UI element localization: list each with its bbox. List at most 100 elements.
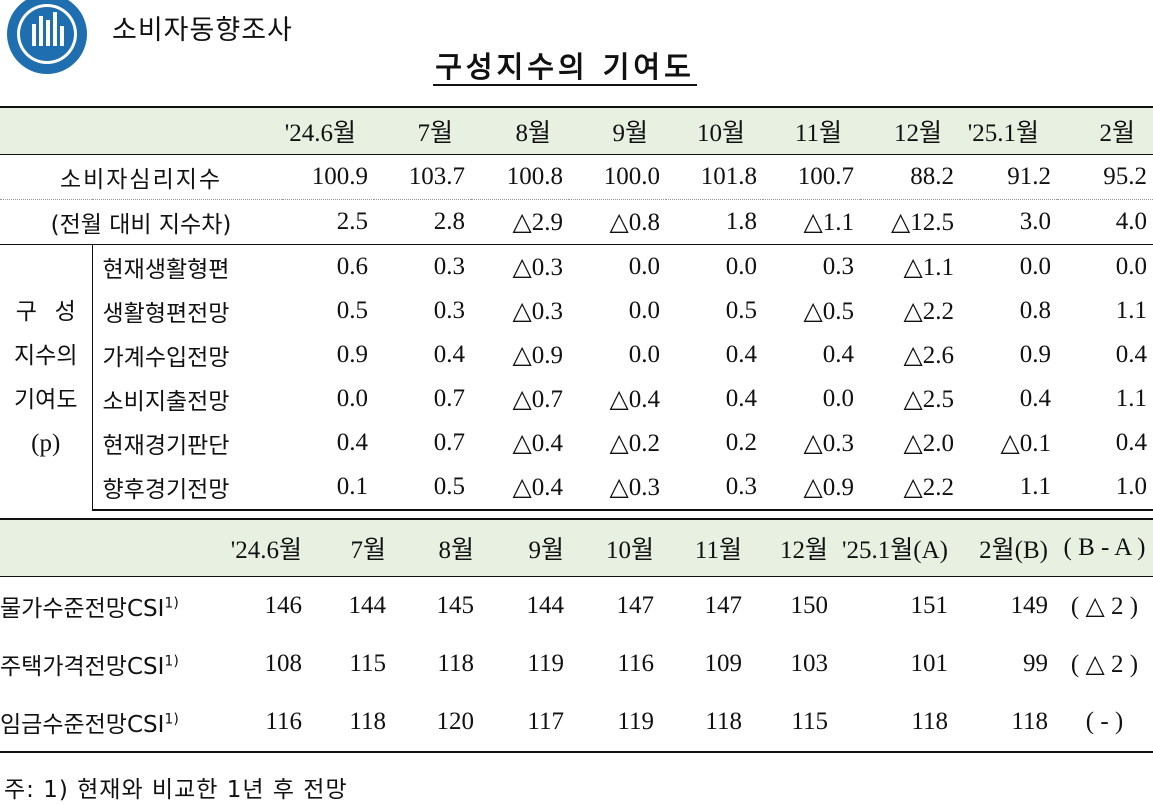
component-value: 0.2 [725,429,757,456]
csi-value: 101 [910,650,949,677]
csi-value: 116 [617,650,654,677]
component-row: 구 성 지수의 기여도 (p) 현재생활형편 0.6 0.3 △0.3 0.0 … [0,244,1153,510]
diff-value: △2.9 [471,199,569,245]
diff-value: 2.8 [374,199,471,245]
change-value: ( △ 2 ) [1070,651,1139,678]
month-header: 10월 [666,106,763,155]
month-header: '24.6월 [224,518,310,577]
component-value: 0.4 [336,429,368,456]
component-value: 0.7 [433,385,465,412]
csi-value: 108 [264,650,303,677]
component-value: △0.9 [763,465,860,511]
page-title: 구성지수의 기여도 [433,50,697,86]
csi-expectation-row: 물가수준전망CSI1) 146 144 145 144 147 147 150 … [0,577,1153,636]
csi-expectation-row: 임금수준전망CSI1) 116 118 120 117 119 118 115 … [0,693,1153,753]
csi-value: 109 [704,650,743,677]
csi-value: 147 [616,592,655,619]
component-value: 0.0 [628,297,660,324]
row-label: 물가수준전망CSI1) [0,595,179,622]
component-value: △0.4 [609,386,660,413]
component-value: △2.2 [860,465,960,511]
component-value: △2.2 [903,298,954,325]
component-value: 0.3 [433,253,465,280]
csi-value: 147 [704,592,743,619]
diff-value: △12.5 [860,199,960,245]
component-value: 1.0 [1057,465,1153,511]
component-row: 가계수입전망 0.9 0.4 △0.9 0.0 0.4 0.4 △2.6 0.9… [0,333,1153,377]
csi-value: 95.2 [1057,154,1153,200]
organization-name: 소비자동향조사 [112,15,293,46]
component-label: 향후경기전망 [92,465,282,511]
diff-value: 3.0 [960,199,1057,245]
component-value: △2.0 [903,430,954,457]
component-value: 0.8 [1019,297,1051,324]
month-header: 11월 [662,518,750,577]
component-value: △0.4 [471,465,569,511]
component-value: 0.1 [282,465,374,511]
component-value: 0.4 [725,341,757,368]
month-header: 10월 [572,518,662,577]
month-header: 8월 [471,106,569,155]
component-value: △2.6 [903,342,954,369]
csi-value: 91.2 [960,154,1057,200]
component-value: △0.3 [803,430,854,457]
diff-row: (전월 대비 지수차) 2.5 2.8 △2.9 △0.8 1.8 △1.1 △… [0,199,1153,245]
csi-value: 101.8 [666,154,763,200]
csi-value: 118 [310,693,394,753]
component-label: 가계수입전망 [102,345,230,371]
csi-value: 144 [348,592,387,619]
footnote: 주: 1) 현재와 비교한 1년 후 전망 [4,777,348,803]
component-value: 0.5 [725,297,757,324]
diff-label: (전월 대비 지수차) [0,199,282,245]
component-label: 생활형편전망 [102,301,230,327]
component-value: 0.4 [1019,385,1051,412]
table2-header-row: '24.6월 7월 8월 9월 10월 11월 12월 '25.1월(A) 2월… [0,518,1153,577]
month-header: 7월 [310,518,394,577]
component-value: △2.5 [903,386,954,413]
change-value: ( - ) [1056,693,1153,753]
component-value: 0.4 [725,385,757,412]
component-value: 0.5 [374,465,471,511]
month-header: '25.1월 [960,106,1057,155]
component-value: 0.5 [336,297,368,324]
csi-value: 118 [956,693,1056,753]
component-row: 생활형편전망 0.5 0.3 △0.3 0.0 0.5 △0.5 △2.2 0.… [0,289,1153,333]
diff-value: 4.0 [1057,199,1153,245]
csi-value: 118 [437,650,474,677]
component-value: 1.1 [960,465,1057,511]
change-header: ( B - A ) [1056,518,1153,577]
csi-value: 116 [224,693,310,753]
component-value: 0.9 [1019,341,1051,368]
csi-value: 115 [349,650,386,677]
component-value: 0.3 [666,465,763,511]
statistics-logo [2,0,92,76]
component-label: 현재생활형편 [102,257,230,283]
component-group-label: 구 성 지수의 기여도 (p) [0,244,93,510]
component-row: 소비지출전망 0.0 0.7 △0.7 △0.4 0.4 0.0 △2.5 0.… [0,377,1153,421]
component-value: 0.4 [822,341,854,368]
csi-label: 소비자심리지수 [0,154,282,200]
component-value: 0.9 [336,341,368,368]
csi-value: 115 [750,693,836,753]
component-value: 1.1 [1115,297,1147,324]
component-value: 1.1 [1115,385,1147,412]
expectation-csi-table: '24.6월 7월 8월 9월 10월 11월 12월 '25.1월(A) 2월… [0,518,1153,753]
month-header: 12월 [860,106,960,155]
component-value: 0.7 [433,429,465,456]
component-label: 소비지출전망 [102,389,230,415]
csi-value: 100.0 [569,154,666,200]
component-value: 0.0 [628,341,660,368]
component-value: △0.9 [512,342,563,369]
csi-value: 145 [436,592,475,619]
component-value: 0.4 [1115,429,1147,456]
csi-row: 소비자심리지수 100.9 103.7 100.8 100.0 101.8 10… [0,154,1153,200]
component-value: 0.4 [433,341,465,368]
csi-expectation-row: 주택가격전망CSI1) 108 115 118 119 116 109 103 … [0,635,1153,693]
csi-value: 146 [264,592,303,619]
csi-value: 149 [1010,592,1049,619]
csi-value: 118 [836,693,956,753]
component-row: 향후경기전망 0.1 0.5 △0.4 △0.3 0.3 △0.9 △2.2 1… [0,465,1153,511]
component-value: △0.1 [1000,430,1051,457]
row-label: 주택가격전망CSI1) [0,653,179,680]
csi-value: 99 [1023,650,1048,677]
